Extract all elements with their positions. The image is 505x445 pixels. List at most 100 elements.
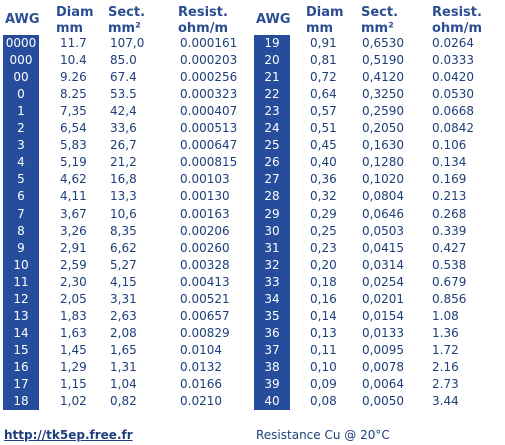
table-row: 11 2,30 4,15 0.00413 (0, 274, 505, 291)
awg-cell: 33 (264, 274, 280, 289)
diam-cell: 4,11 (60, 189, 87, 204)
header-sect-left: Sect. mm² (108, 5, 146, 36)
diam-cell: 0,72 (310, 70, 337, 85)
resist-cell: 1.36 (432, 325, 459, 340)
awg-cell: 2 (17, 121, 25, 136)
diam-cell: 0,40 (310, 155, 337, 170)
diam-cell: 0,11 (310, 342, 337, 357)
diam-cell: 0,18 (310, 274, 337, 289)
table-row: 2 6,54 33,6 0.000513 (0, 120, 505, 137)
diam-cell: 0,29 (310, 206, 337, 221)
diam-cell: 1,83 (60, 308, 87, 323)
diam-cell: 0,57 (310, 104, 337, 119)
sect-cell: 0,2050 (362, 121, 404, 136)
header-diam-left: Diam mm (56, 5, 94, 36)
sect-cell: 0,1630 (362, 138, 404, 153)
table-row: 13 1,83 2,63 0.00657 (0, 308, 505, 325)
sect-cell: 0,0078 (362, 359, 404, 374)
table-row: 34 0,16 0,0201 0.856 (0, 291, 505, 308)
table-row: 5 4,62 16,8 0.00103 (0, 171, 505, 188)
awg-cell: 32 (264, 257, 280, 272)
awg-cell: 5 (17, 172, 25, 187)
diam-cell: 5,19 (60, 155, 87, 170)
diam-cell: 0,81 (310, 53, 337, 68)
awg-cell: 8 (17, 223, 25, 238)
table-row: 3 5,83 26,7 0.000647 (0, 137, 505, 154)
awg-cell: 40 (264, 394, 280, 409)
table-row: 17 1,15 1,04 0.0166 (0, 376, 505, 393)
sect-cell: 3,31 (110, 291, 137, 306)
table-row: 24 0,51 0,2050 0.0842 (0, 120, 505, 137)
awg-cell: 36 (264, 325, 280, 340)
resist-cell: 0.000647 (180, 138, 238, 153)
sect-cell: 0,1020 (362, 172, 404, 187)
resist-cell: 0.679 (432, 274, 467, 289)
resist-cell: 0.00829 (180, 325, 230, 340)
sect-cell: 1,65 (110, 342, 137, 357)
awg-cell: 30 (264, 223, 280, 238)
header-resist-right: Resist. ohm/m (432, 5, 483, 36)
resist-cell: 0.00657 (180, 308, 230, 323)
resist-cell: 0.427 (432, 240, 467, 255)
diam-cell: 3,26 (60, 223, 87, 238)
awg-cell: 13 (13, 308, 29, 323)
awg-cell: 17 (13, 377, 29, 391)
diam-cell: 3,67 (60, 206, 87, 221)
awg-cell: 00 (13, 70, 29, 85)
awg-cell: 10 (13, 257, 29, 272)
resist-cell: 0.000161 (180, 36, 238, 50)
table-row: 33 0,18 0,0254 0.679 (0, 274, 505, 291)
table-row: 35 0,14 0,0154 1.08 (0, 308, 505, 325)
resist-cell: 0.538 (432, 257, 467, 272)
table-row: 15 1,45 1,65 0.0104 (0, 342, 505, 359)
awg-cell: 16 (13, 359, 29, 374)
sect-cell: 1,31 (110, 359, 137, 374)
table-row: 9 2,91 6,62 0.00260 (0, 240, 505, 257)
resist-cell: 1.08 (432, 308, 459, 323)
site-link[interactable]: http://tk5ep.free.fr (4, 428, 133, 442)
sect-cell: 0,0804 (362, 189, 404, 204)
resist-cell: 1.72 (432, 342, 459, 357)
sect-cell: 33,6 (110, 121, 137, 136)
sect-cell: 0,3250 (362, 87, 404, 102)
diam-cell: 2,05 (60, 291, 87, 306)
table-row: 0000 11.7 107,0 0.000161 (0, 35, 505, 52)
resist-cell: 0.000323 (180, 87, 238, 102)
sect-cell: 2,08 (110, 325, 137, 340)
resist-cell: 0.00163 (180, 206, 230, 221)
resist-cell: 2.16 (432, 359, 459, 374)
diam-cell: 0,45 (310, 138, 337, 153)
table-row: 28 0,32 0,0804 0.213 (0, 188, 505, 205)
sect-cell: 0,0646 (362, 206, 404, 221)
awg-cell: 29 (264, 206, 280, 221)
diam-cell: 2,91 (60, 240, 87, 255)
sect-cell: 2,63 (110, 308, 137, 323)
table-row: 29 0,29 0,0646 0.268 (0, 206, 505, 223)
sect-cell: 0,0314 (362, 257, 404, 272)
awg-cell: 28 (264, 189, 280, 204)
sect-cell: 0,6530 (362, 36, 404, 50)
awg-cell: 23 (264, 104, 280, 119)
diam-cell: 0,09 (310, 377, 337, 391)
header-sect-right: Sect. mm² (361, 5, 399, 36)
awg-cell: 20 (264, 53, 280, 68)
sect-cell: 0,0415 (362, 240, 404, 255)
table-row: 10 2,59 5,27 0.00328 (0, 257, 505, 274)
resist-cell: 0.0420 (432, 70, 474, 85)
table-row: 25 0,45 0,1630 0.106 (0, 137, 505, 154)
table-row: 30 0,25 0,0503 0.339 (0, 223, 505, 240)
table-row: 31 0,23 0,0415 0.427 (0, 240, 505, 257)
table-row: 4 5,19 21,2 0.000815 (0, 154, 505, 171)
sect-cell: 0,0095 (362, 342, 404, 357)
sect-cell: 0,0133 (362, 325, 404, 340)
table-row: 36 0,13 0,0133 1.36 (0, 325, 505, 342)
resistance-note: Resistance Cu @ 20°C (256, 428, 390, 442)
diam-cell: 8.25 (60, 87, 87, 102)
resist-cell: 0.00328 (180, 257, 230, 272)
table-row: 18 1,02 0,82 0.0210 (0, 393, 505, 410)
resist-cell: 0.00521 (180, 291, 230, 306)
sect-cell: 107,0 (110, 36, 145, 50)
diam-cell: 0,91 (310, 36, 337, 50)
table-row: 12 2,05 3,31 0.00521 (0, 291, 505, 308)
